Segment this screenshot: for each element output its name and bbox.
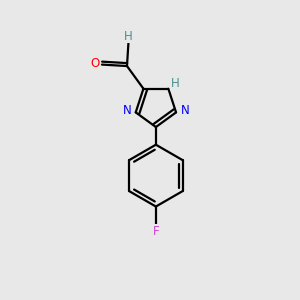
Text: H: H [170,77,179,90]
Text: N: N [181,104,189,117]
Text: N: N [122,104,131,117]
Text: O: O [90,57,99,70]
Text: F: F [153,225,159,238]
Text: H: H [124,29,133,43]
